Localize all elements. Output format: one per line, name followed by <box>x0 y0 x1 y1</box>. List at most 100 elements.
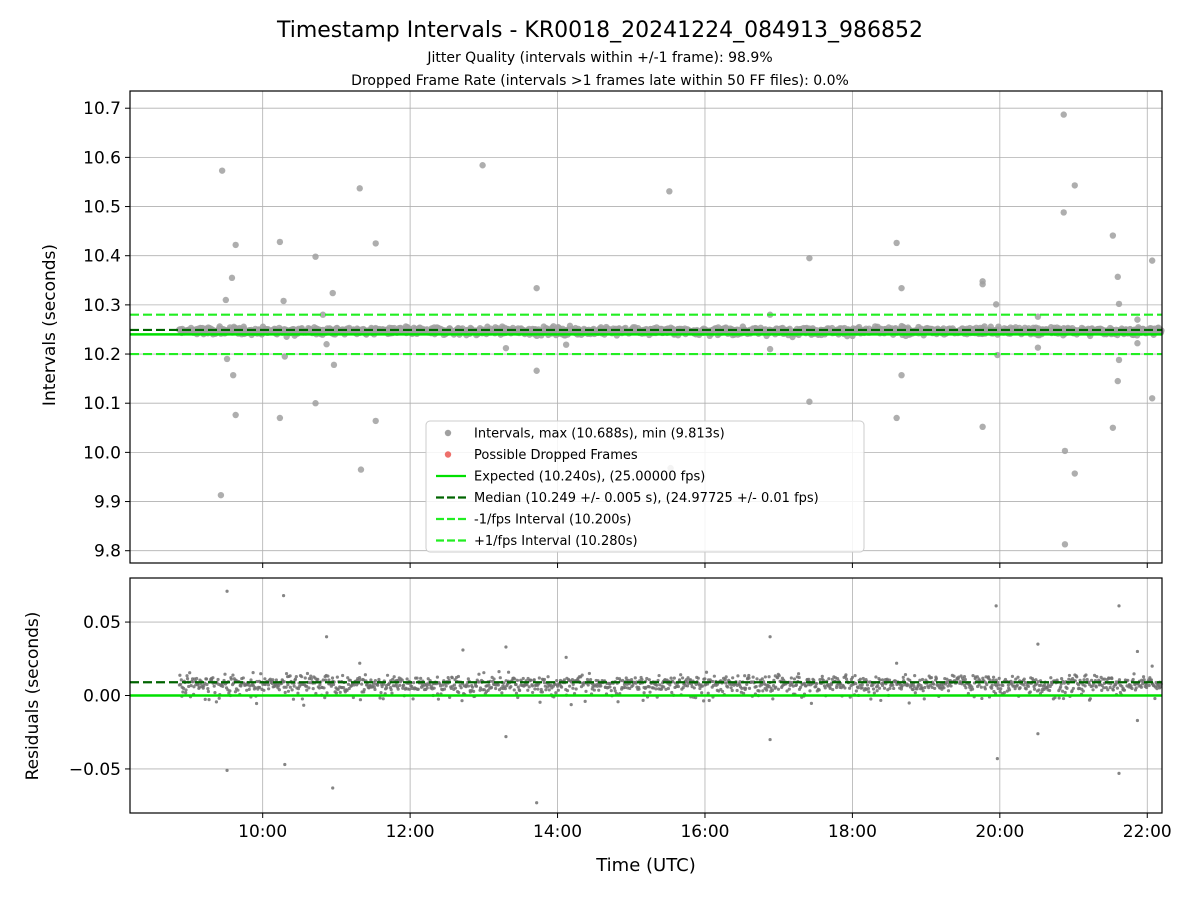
residual-point <box>407 687 412 691</box>
residual-point <box>745 682 749 687</box>
residual-point <box>712 674 716 678</box>
y-tick-label: 9.8 <box>94 542 121 562</box>
residual-point <box>640 678 644 682</box>
residual-point <box>214 700 219 704</box>
residual-point-outlier <box>995 757 999 761</box>
residual-point <box>792 677 797 681</box>
chart-title: Timestamp Intervals - KR0018_20241224_08… <box>276 18 923 43</box>
residual-point <box>466 684 471 688</box>
residual-point <box>341 673 345 678</box>
y-tick-label: 9.9 <box>94 493 121 513</box>
residual-point <box>1018 686 1022 690</box>
residual-point <box>571 682 575 686</box>
residual-point <box>703 677 707 681</box>
residual-point <box>330 676 335 680</box>
residual-point <box>730 688 734 693</box>
residual-point <box>761 689 765 693</box>
residual-point <box>587 671 591 676</box>
residual-point <box>747 686 752 690</box>
residuals-y-axis-label: Residuals (seconds) <box>23 612 43 781</box>
residual-point-outlier <box>994 604 998 608</box>
residual-point <box>518 688 522 693</box>
residual-point <box>1106 688 1110 692</box>
residual-point <box>184 688 188 692</box>
residual-point <box>771 697 775 701</box>
residual-point <box>731 676 735 680</box>
residual-point <box>880 683 885 688</box>
residual-point <box>323 696 327 700</box>
residual-point <box>1142 678 1146 682</box>
residual-point <box>1141 675 1146 679</box>
interval-point-outlier <box>562 341 570 348</box>
residual-point <box>1013 687 1017 691</box>
interval-point-outlier <box>898 371 905 379</box>
residual-point <box>331 682 336 687</box>
interval-point-outlier <box>979 423 986 431</box>
residual-point <box>542 677 547 682</box>
residual-point <box>680 676 685 680</box>
legend-label: Expected (10.240s), (25.00000 fps) <box>474 470 705 485</box>
residual-point <box>770 688 775 692</box>
residual-point <box>871 687 876 691</box>
interval-point-outlier <box>1034 313 1042 320</box>
residual-point <box>1032 687 1037 691</box>
residual-point-outlier <box>564 655 568 659</box>
residual-point <box>498 676 502 680</box>
interval-point-outlier <box>222 296 230 304</box>
residual-point <box>300 697 304 701</box>
residual-point <box>996 683 1001 687</box>
y-tick-label: 10.6 <box>83 148 121 168</box>
residual-point <box>452 683 457 687</box>
residual-point <box>694 682 698 686</box>
residual-point <box>740 686 744 690</box>
residual-point <box>1009 679 1013 683</box>
interval-point-outlier <box>372 240 379 247</box>
residual-point <box>322 686 326 690</box>
residual-point <box>1158 685 1162 689</box>
residual-point <box>1078 678 1082 682</box>
residual-point <box>253 686 258 690</box>
residual-point <box>657 673 661 678</box>
residual-point <box>700 691 704 695</box>
residual-point <box>952 674 956 678</box>
x-tick-label: 10:00 <box>238 822 287 842</box>
interval-point-outlier <box>1114 377 1121 385</box>
y-tick-label: −0.05 <box>69 760 121 780</box>
residual-point <box>189 684 193 688</box>
residual-point <box>868 680 872 684</box>
interval-point-outlier <box>806 398 813 405</box>
residual-point <box>671 680 675 684</box>
residual-point <box>268 677 272 681</box>
residual-point <box>492 677 496 681</box>
residual-point <box>1026 684 1031 689</box>
residual-point <box>597 688 601 692</box>
residual-point <box>457 690 461 695</box>
residual-point <box>622 682 627 687</box>
residual-point <box>389 688 393 692</box>
residual-point-outlier <box>225 768 229 773</box>
residual-point <box>850 675 855 680</box>
residual-point <box>233 690 238 694</box>
residual-point <box>326 674 330 678</box>
residual-point <box>791 684 795 688</box>
residual-point <box>347 686 351 691</box>
residual-point <box>412 681 416 685</box>
legend-label: Median (10.249 +/- 0.005 s), (24.97725 +… <box>474 491 819 506</box>
residual-point-outlier <box>1135 718 1140 723</box>
interval-point-outlier <box>1071 470 1078 477</box>
residual-point <box>970 687 975 691</box>
residual-point <box>760 677 764 681</box>
residual-point <box>305 684 309 688</box>
residual-point <box>1012 684 1017 688</box>
residual-point <box>685 684 690 688</box>
residual-point <box>526 688 530 692</box>
residual-point <box>181 690 185 694</box>
residual-point <box>812 678 816 682</box>
residual-point <box>390 691 394 695</box>
residual-point <box>497 670 501 674</box>
interval-point-outlier <box>329 289 336 297</box>
residual-point <box>844 677 849 681</box>
residual-point <box>380 685 384 689</box>
